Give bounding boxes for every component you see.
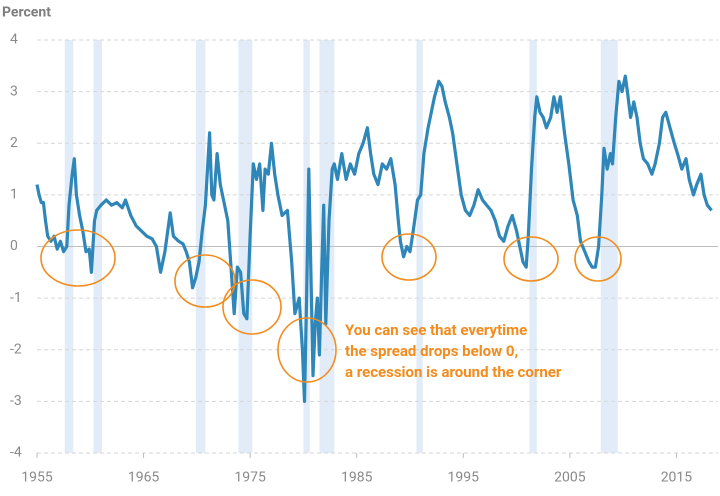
y-axis-label: Percent: [2, 5, 51, 21]
circle: [503, 236, 559, 282]
annotation-circles: [40, 229, 622, 383]
y-tick-label: -1: [10, 290, 22, 306]
annotation-text: a recession is around the corner: [345, 363, 562, 381]
y-tick-label: 3: [10, 83, 18, 99]
y-tick-label: -4: [10, 445, 22, 461]
circle: [174, 254, 236, 308]
y-tick-label: 0: [10, 238, 18, 254]
circle: [574, 236, 622, 282]
annotation-text: You can see that everytime: [345, 321, 527, 339]
annotation-text: the spread drops below 0,: [345, 342, 518, 360]
circle: [222, 279, 282, 335]
y-tick-label: -2: [10, 341, 22, 357]
y-tick-label: -3: [10, 393, 22, 409]
circle: [277, 317, 337, 383]
x-tick-label: 2015: [661, 470, 693, 486]
circle: [40, 229, 116, 287]
y-tick-label: 2: [10, 135, 18, 151]
x-tick-label: 1975: [234, 470, 266, 486]
x-tick-label: 1955: [21, 470, 53, 486]
x-tick-label: 1985: [341, 470, 373, 486]
data-line: [35, 74, 713, 403]
y-tick-label: 4: [10, 32, 18, 48]
circle: [381, 233, 437, 281]
x-tick-label: 1995: [448, 470, 480, 486]
x-tick-label: 2005: [554, 470, 586, 486]
y-tick-label: 1: [10, 187, 18, 203]
x-tick-label: 1965: [128, 470, 160, 486]
